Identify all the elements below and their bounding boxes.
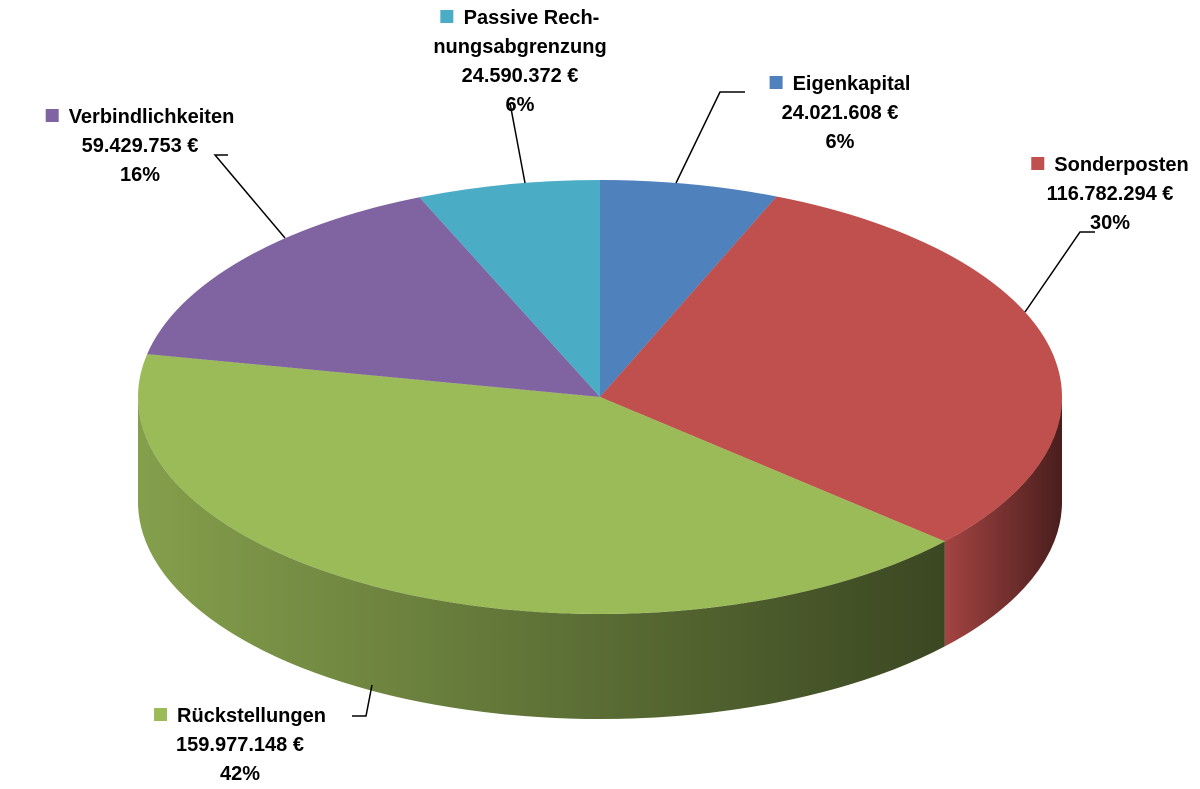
slice [600,196,1062,542]
legend-swatch [440,10,454,23]
label-name-line: Rückstellungen [154,702,326,731]
category-label: Eigenkapital [792,73,911,95]
percentage-label: 16% [119,164,161,186]
data-label: Passive Rech- nungsabgrenzung 24.590.372 … [433,4,606,120]
slice [600,180,777,397]
percentage-label: 6% [825,131,855,153]
legend-swatch [154,708,168,721]
category-label: Sonderposten [1054,154,1189,176]
leader-line [352,684,373,717]
category-label: Passive Rech- nungsabgrenzung [433,7,607,58]
slice-side [944,397,1062,647]
legend-swatch [45,109,59,122]
data-label: Eigenkapital 24.021.608 € 6% [769,70,911,157]
value-label: 159.977.148 € [176,734,304,756]
label-name-line: Verbindlichkeiten [45,103,235,132]
leader-line [509,102,526,184]
slice [419,180,600,397]
legend-swatch [769,76,783,89]
percentage-label: 6% [505,94,535,116]
value-label: 116.782.294 € [1046,183,1174,205]
category-label: Rückstellungen [177,705,326,727]
label-name-line: Passive Rech- nungsabgrenzung [433,4,606,62]
label-name-line: Sonderposten [1031,151,1189,180]
value-label: 59.429.753 € [81,135,199,157]
percentage-label: 30% [1089,212,1131,234]
data-label: Verbindlichkeiten 59.429.753 € 16% [45,103,235,190]
label-name-line: Eigenkapital [769,70,911,99]
value-label: 24.021.608 € [781,102,899,124]
slice [138,354,945,614]
category-label: Verbindlichkeiten [68,106,235,128]
percentage-label: 42% [219,763,261,785]
data-label: Rückstellungen 159.977.148 € 42% [154,702,326,789]
slice-side [138,397,945,719]
legend-swatch [1031,157,1045,170]
data-label: Sonderposten 116.782.294 € 30% [1031,151,1189,238]
slice [147,197,600,397]
leader-line [213,154,286,239]
leader-line [1024,231,1095,313]
leader-line [675,91,745,184]
value-label: 24.590.372 € [461,65,579,87]
